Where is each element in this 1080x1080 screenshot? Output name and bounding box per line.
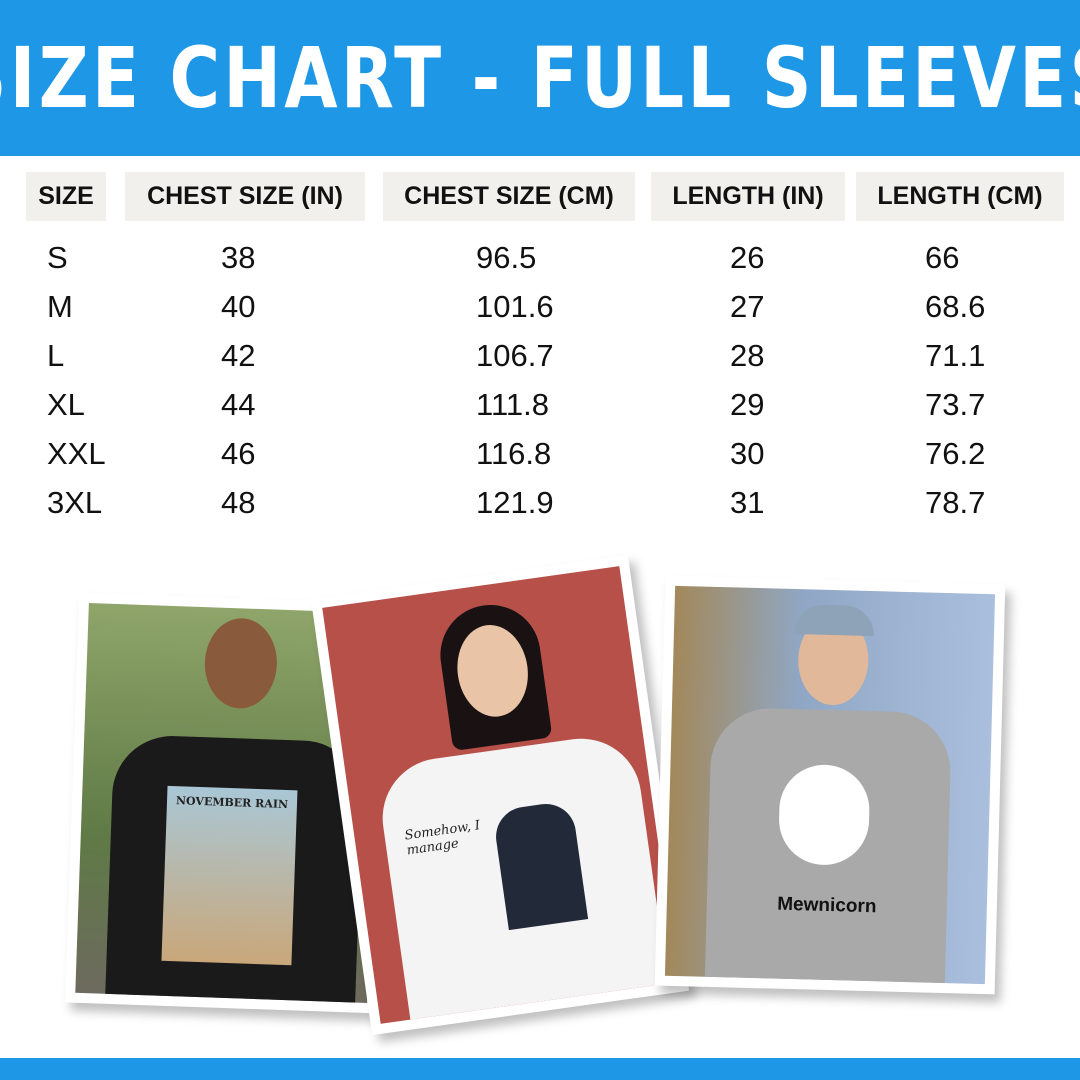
cell-size: 3XL [47,485,103,520]
header-chest-cm: CHEST SIZE (CM) [383,172,635,221]
title-banner: SIZE CHART - FULL SLEEVES [0,0,1080,156]
cell-chest-in: 48 [221,485,256,520]
photo-mewnicorn: Mewnicorn [654,575,1006,995]
cell-length-in: 26 [730,240,765,275]
cell-chest-cm: 121.9 [476,485,554,520]
cell-chest-cm: 96.5 [476,240,537,275]
page-title: SIZE CHART - FULL SLEEVES [0,29,1080,127]
header-chest-in: CHEST SIZE (IN) [125,172,365,221]
cell-size: M [47,289,73,324]
photo-somehow-i-manage: Somehow, I manage [310,554,690,1036]
cell-length-cm: 71.1 [925,338,986,373]
cell-chest-cm: 116.8 [476,436,552,471]
header-size: SIZE [26,172,106,221]
cell-chest-cm: 111.8 [476,387,549,422]
cell-length-cm: 73.7 [925,387,986,422]
cell-size: XXL [47,436,106,471]
cell-size: S [47,240,68,275]
cell-chest-in: 42 [221,338,256,373]
cell-chest-in: 46 [221,436,256,471]
cell-length-in: 30 [730,436,765,471]
cell-length-cm: 66 [925,240,960,275]
header-length-cm: LENGTH (CM) [856,172,1064,221]
shirt-text: Mewnicorn [776,893,877,918]
cell-length-cm: 68.6 [925,289,986,324]
cell-size: XL [47,387,85,422]
cell-length-in: 27 [730,289,765,324]
cell-chest-in: 44 [221,387,256,422]
bottom-bar [0,1058,1080,1080]
cell-chest-in: 38 [221,240,256,275]
cell-length-cm: 76.2 [925,436,986,471]
cell-size: L [47,338,65,373]
cell-length-in: 31 [730,485,765,520]
cell-chest-in: 40 [221,289,256,324]
header-length-in: LENGTH (IN) [651,172,845,221]
cell-length-in: 29 [730,387,765,422]
cell-length-cm: 78.7 [925,485,986,520]
cell-chest-cm: 106.7 [476,338,554,373]
cell-chest-cm: 101.6 [476,289,554,324]
cell-length-in: 28 [730,338,765,373]
